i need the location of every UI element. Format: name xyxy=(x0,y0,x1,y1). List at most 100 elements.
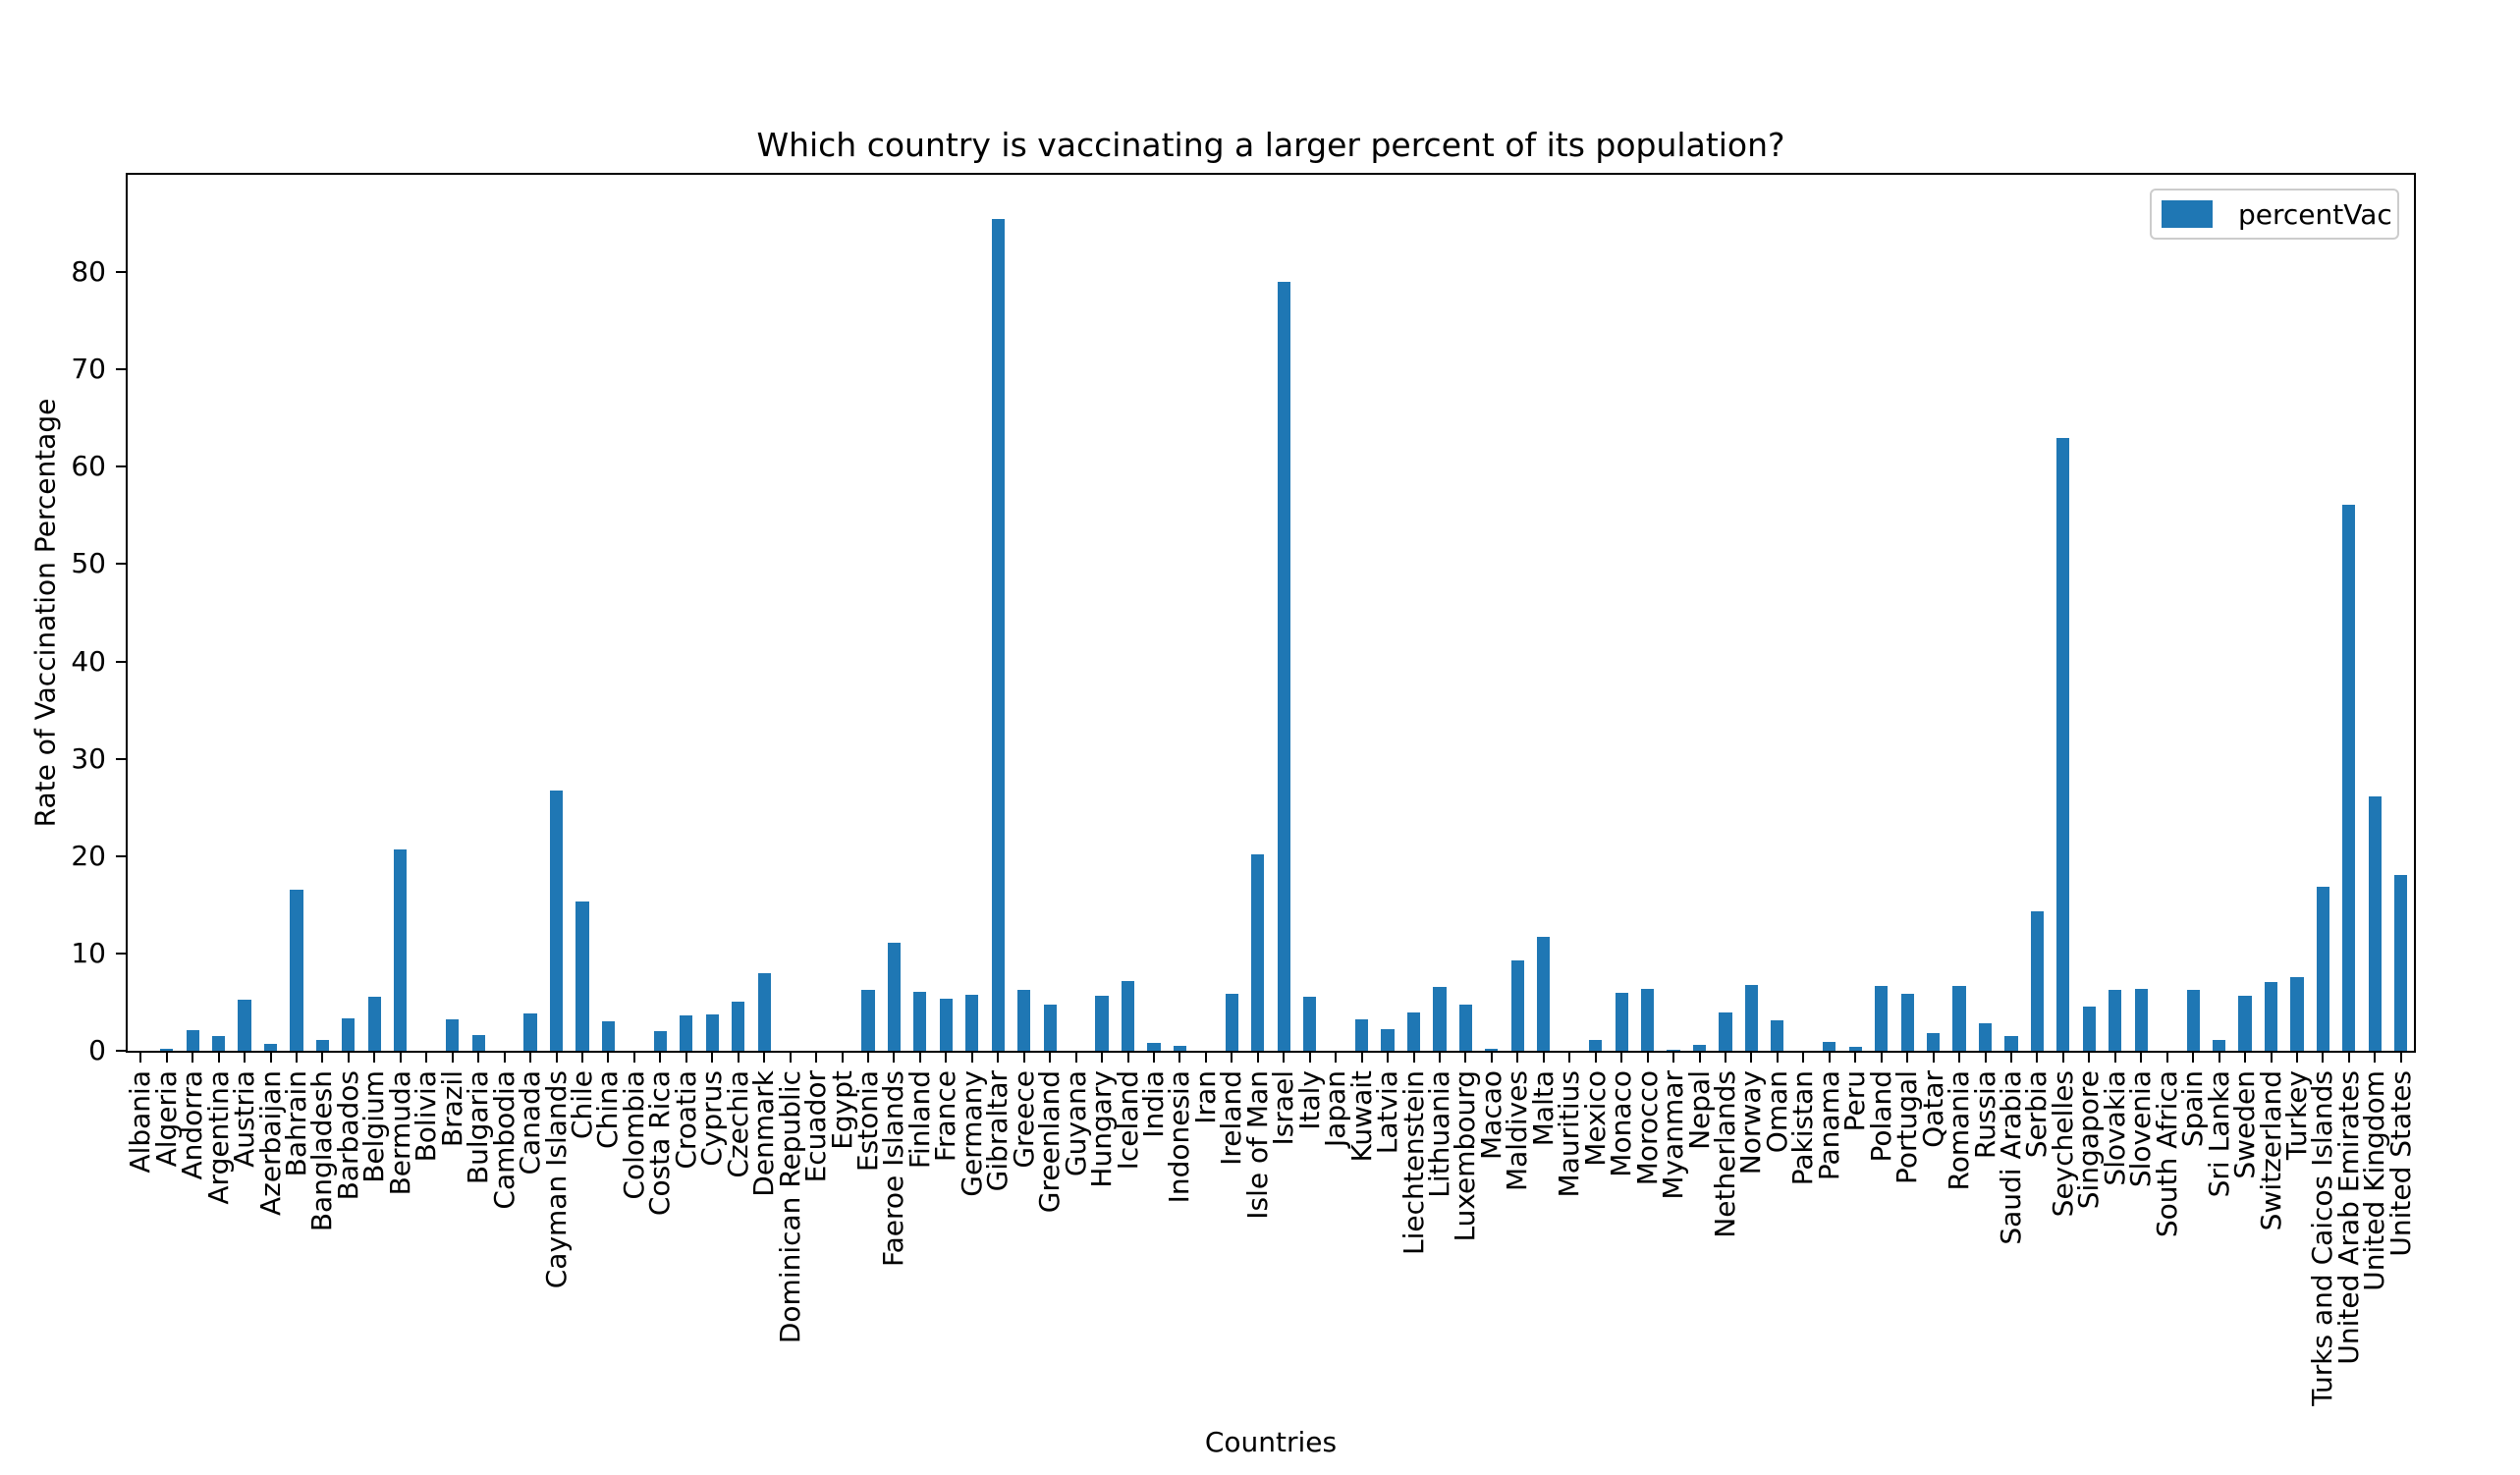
bar-panama xyxy=(1823,1042,1836,1051)
bar-isle-of-man xyxy=(1251,854,1265,1051)
bar-argentina xyxy=(211,1036,226,1051)
bar-costa-rica xyxy=(653,1031,667,1051)
x-axis-tick xyxy=(1516,1053,1519,1063)
bar-germany xyxy=(965,995,979,1051)
x-axis-tick xyxy=(1178,1053,1181,1063)
bar-greece xyxy=(1017,990,1031,1051)
bar-norway xyxy=(1744,985,1758,1051)
y-axis-tick xyxy=(116,854,126,857)
bar-united-arab-emirates xyxy=(2342,505,2356,1051)
bar-romania xyxy=(1952,986,1966,1051)
x-axis-tick xyxy=(1802,1053,1805,1063)
bar-macao xyxy=(1485,1049,1499,1051)
bar-malta xyxy=(1537,937,1551,1051)
x-tick-label: United States xyxy=(2383,1070,2417,1257)
bar-sri-lanka xyxy=(2212,1040,2226,1051)
bar-mexico xyxy=(1589,1040,1603,1051)
bar-lithuania xyxy=(1433,987,1447,1051)
bar-turks-and-caicos-islands xyxy=(2316,887,2329,1051)
y-tick-label: 70 xyxy=(71,353,106,386)
bar-slovakia xyxy=(2109,990,2122,1051)
bar-maldives xyxy=(1510,960,1524,1051)
bar-slovenia xyxy=(2134,989,2148,1051)
x-axis-tick xyxy=(1672,1053,1675,1063)
x-axis-tick xyxy=(1828,1053,1831,1063)
bar-france xyxy=(939,999,953,1051)
x-axis-tick xyxy=(1387,1053,1390,1063)
y-axis-tick xyxy=(116,1050,126,1052)
y-tick-label: 10 xyxy=(71,936,106,969)
x-axis-tick xyxy=(685,1053,687,1063)
bar-nepal xyxy=(1692,1045,1707,1051)
x-axis-tick xyxy=(1360,1053,1363,1063)
x-axis-tick xyxy=(373,1053,376,1063)
bar-monaco xyxy=(1615,993,1628,1051)
x-axis-tick xyxy=(2192,1053,2195,1063)
x-axis-tick xyxy=(1335,1053,1338,1063)
bar-united-states xyxy=(2394,875,2408,1051)
bar-bermuda xyxy=(394,849,408,1051)
bar-faeroe-islands xyxy=(887,943,901,1051)
bar-switzerland xyxy=(2264,982,2278,1051)
bar-oman xyxy=(1771,1020,1784,1051)
bar-myanmar xyxy=(1667,1050,1680,1051)
x-axis-tick xyxy=(1283,1053,1286,1063)
bar-bahrain xyxy=(290,890,303,1051)
x-axis-tick xyxy=(555,1053,558,1063)
x-axis-tick xyxy=(1776,1053,1779,1063)
x-axis-tick xyxy=(632,1053,635,1063)
x-axis-tick xyxy=(918,1053,921,1063)
x-axis-tick xyxy=(503,1053,506,1063)
x-axis-tick xyxy=(2165,1053,2168,1063)
legend: percentVac xyxy=(2150,189,2399,240)
x-axis-tick xyxy=(763,1053,766,1063)
x-axis-tick xyxy=(1958,1053,1961,1063)
y-axis-tick xyxy=(116,271,126,274)
x-axis-tick xyxy=(2009,1053,2012,1063)
bar-india xyxy=(1147,1043,1161,1051)
x-axis-tick xyxy=(1152,1053,1155,1063)
bar-greenland xyxy=(1043,1005,1057,1051)
x-axis-tick xyxy=(1101,1053,1104,1063)
x-axis-tick xyxy=(2347,1053,2350,1063)
bar-brazil xyxy=(446,1019,460,1051)
bar-azerbaijan xyxy=(263,1044,278,1051)
x-axis-tick xyxy=(2244,1053,2247,1063)
x-axis-tick xyxy=(841,1053,844,1063)
bar-andorra xyxy=(186,1030,199,1051)
x-axis-tick xyxy=(1594,1053,1597,1063)
x-axis-tick xyxy=(1724,1053,1726,1063)
x-axis-tick xyxy=(970,1053,973,1063)
chart-title: Which country is vaccinating a larger pe… xyxy=(756,126,1785,164)
x-axis-tick xyxy=(217,1053,220,1063)
x-axis-tick xyxy=(1854,1053,1857,1063)
bar-algeria xyxy=(160,1049,174,1051)
bar-iceland xyxy=(1121,981,1135,1051)
x-axis-tick xyxy=(1074,1053,1077,1063)
x-axis-tick xyxy=(2399,1053,2402,1063)
y-tick-label: 80 xyxy=(71,255,106,289)
y-axis-tick xyxy=(116,563,126,566)
bar-turkey xyxy=(2290,977,2304,1051)
bar-spain xyxy=(2186,990,2200,1051)
bar-italy xyxy=(1303,997,1317,1051)
bar-denmark xyxy=(757,973,771,1051)
bar-serbia xyxy=(2030,911,2044,1051)
x-axis-tick xyxy=(295,1053,298,1063)
x-axis-tick xyxy=(1049,1053,1052,1063)
bar-chile xyxy=(575,901,589,1051)
x-axis-tick xyxy=(580,1053,583,1063)
legend-swatch xyxy=(2162,200,2213,228)
y-axis-tick xyxy=(116,368,126,371)
x-axis-tick xyxy=(1698,1053,1701,1063)
x-axis-tick xyxy=(893,1053,896,1063)
x-axis-tick xyxy=(1880,1053,1883,1063)
x-axis-tick xyxy=(2140,1053,2143,1063)
y-tick-label: 40 xyxy=(71,644,106,678)
x-axis-tick xyxy=(2061,1053,2064,1063)
x-axis-tick xyxy=(2295,1053,2298,1063)
x-axis-tick xyxy=(1308,1053,1311,1063)
bar-saudi-arabia xyxy=(2004,1036,2018,1051)
x-axis-tick xyxy=(1464,1053,1467,1063)
